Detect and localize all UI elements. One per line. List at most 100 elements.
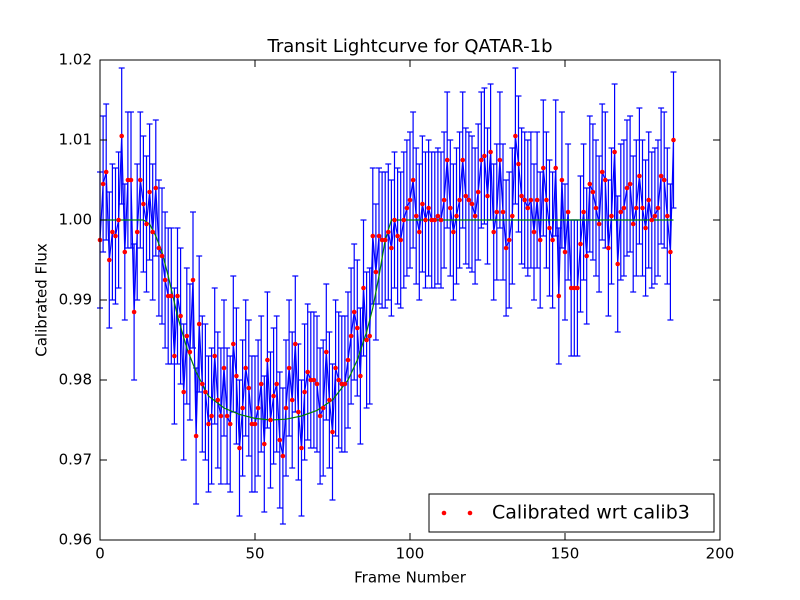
data-point [364, 337, 369, 343]
data-point [212, 353, 217, 359]
data-point [141, 201, 146, 207]
data-point [100, 181, 106, 187]
data-point [646, 197, 651, 203]
data-point [482, 153, 487, 159]
data-point [181, 389, 186, 395]
data-point [227, 421, 233, 427]
data-point [634, 205, 639, 211]
data-point [472, 213, 478, 219]
data-point [494, 209, 500, 215]
data-point [373, 269, 379, 275]
data-point [531, 229, 537, 235]
data-point [665, 213, 670, 219]
data-point [503, 245, 509, 251]
data-point [246, 385, 252, 391]
data-point [258, 381, 264, 387]
data-point [355, 325, 360, 331]
data-point [240, 405, 245, 411]
y-tick-label: 0.96 [59, 531, 92, 549]
data-point [283, 405, 289, 411]
x-tick-label: 150 [551, 545, 580, 563]
data-point [466, 197, 472, 203]
data-point [348, 333, 354, 339]
data-point [621, 205, 627, 211]
y-tick-label: 0.98 [59, 371, 92, 389]
data-point [534, 197, 540, 203]
data-point [463, 193, 469, 199]
data-point [110, 229, 115, 235]
data-point [537, 237, 543, 243]
data-point [525, 205, 531, 211]
data-point [606, 245, 611, 251]
data-point [584, 253, 589, 259]
data-point [603, 177, 608, 183]
data-point [289, 397, 295, 403]
data-point [333, 365, 338, 371]
data-point [544, 197, 549, 203]
data-point [655, 205, 661, 211]
data-point [324, 349, 329, 355]
data-point [190, 277, 196, 283]
data-point [407, 197, 413, 203]
legend-marker [467, 510, 473, 516]
data-point [113, 233, 118, 239]
data-point [221, 365, 227, 371]
legend-label: Calibrated wrt calib3 [492, 502, 690, 524]
data-point [305, 369, 311, 375]
data-point [162, 277, 168, 283]
data-point [401, 217, 407, 223]
data-point [510, 213, 515, 219]
data-point [314, 381, 320, 387]
data-point [497, 157, 503, 163]
data-point [147, 189, 152, 195]
data-point [395, 233, 400, 239]
x-tick-label: 200 [706, 545, 735, 563]
data-point [175, 293, 180, 299]
data-point [491, 229, 497, 235]
legend-marker [441, 510, 447, 516]
data-point [330, 429, 335, 435]
data-point [296, 409, 301, 415]
data-point [479, 157, 484, 163]
data-point [553, 165, 558, 171]
data-point [435, 213, 441, 219]
chart-title: Transit Lightcurve for QATAR-1b [266, 36, 552, 57]
data-point [618, 209, 624, 215]
x-tick-label: 0 [95, 545, 105, 563]
data-point [302, 389, 307, 395]
data-point [441, 197, 447, 203]
data-point [528, 197, 534, 203]
data-point [237, 445, 242, 451]
data-point [159, 253, 165, 259]
data-point [131, 309, 137, 315]
data-point [451, 229, 456, 235]
data-point [150, 229, 155, 235]
x-axis-label: Frame Number [354, 569, 467, 587]
data-point [448, 205, 453, 211]
data-point [382, 237, 388, 243]
data-point [389, 245, 394, 251]
data-point [224, 413, 230, 419]
y-tick-label: 1.00 [59, 211, 92, 229]
data-point [116, 217, 121, 223]
data-point [320, 405, 326, 411]
data-point [575, 285, 580, 291]
data-point [444, 157, 450, 163]
data-point [562, 249, 568, 255]
data-point [559, 177, 565, 183]
data-point [280, 453, 286, 459]
data-point [668, 249, 673, 255]
data-point [640, 205, 645, 211]
data-point [386, 229, 391, 235]
data-point [271, 393, 276, 399]
data-point [596, 221, 602, 227]
data-point [432, 217, 438, 223]
data-point [138, 177, 143, 183]
data-point [590, 189, 596, 195]
data-point [128, 177, 134, 183]
data-point [671, 137, 676, 143]
data-point [286, 365, 292, 371]
data-point [255, 405, 261, 411]
data-point [107, 257, 112, 263]
